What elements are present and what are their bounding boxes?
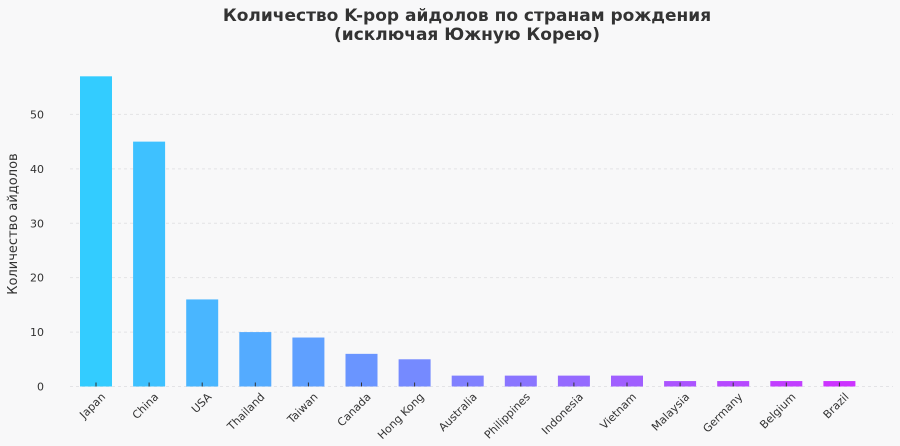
x-axis-ticks: Japan China USA Thailand Taiwan Canada Hong Ko… xyxy=(77,382,852,442)
x-tick-label-thailand: Thailand xyxy=(224,390,267,433)
x-tick-label-malaysia: Malaysia xyxy=(649,390,692,433)
bar-japan xyxy=(80,76,112,387)
x-tick-label-philippines: Philippines xyxy=(482,390,533,441)
x-tick-label-hong-kong: Hong Kong xyxy=(375,390,426,441)
grid-lines xyxy=(70,113,893,387)
y-tick-label-0: 0 xyxy=(37,381,44,394)
bar-hong-kong xyxy=(398,359,431,387)
bar-china xyxy=(133,141,166,387)
bar-philippines xyxy=(504,375,537,387)
chart-title-line-2: (исключая Южную Корею) xyxy=(334,25,600,45)
x-tick-label-indonesia: Indonesia xyxy=(539,390,586,437)
y-tick-label-10: 10 xyxy=(30,326,44,339)
chart-title-line-1: Количество K-pop айдолов по странам рожд… xyxy=(223,6,711,26)
bar-canada xyxy=(345,353,378,387)
y-tick-label-30: 30 xyxy=(30,217,44,230)
bar-thailand xyxy=(239,332,272,387)
x-tick-label-australia: Australia xyxy=(436,390,480,434)
bars xyxy=(80,76,856,387)
y-tick-label-20: 20 xyxy=(30,272,44,285)
y-tick-label-50: 50 xyxy=(30,108,44,121)
bar-taiwan xyxy=(292,337,325,387)
x-tick-label-germany: Germany xyxy=(700,390,745,435)
bar-vietnam xyxy=(611,375,643,387)
x-tick-label-taiwan: Taiwan xyxy=(284,390,320,426)
bar-indonesia xyxy=(557,375,590,387)
y-tick-label-40: 40 xyxy=(30,163,44,176)
x-tick-label-vietnam: Vietnam xyxy=(598,390,640,432)
chart-title: Количество K-pop айдолов по странам рожд… xyxy=(223,6,711,45)
x-tick-label-usa: USA xyxy=(189,390,215,416)
x-tick-label-japan: Japan xyxy=(77,390,109,422)
x-tick-label-belgium: Belgium xyxy=(757,390,798,431)
bar-usa xyxy=(186,299,219,387)
y-axis-label: Количество айдолов xyxy=(6,153,21,294)
x-tick-label-china: China xyxy=(130,390,161,421)
x-tick-label-canada: Canada xyxy=(335,390,374,429)
bar-australia xyxy=(451,375,484,387)
y-axis-ticks: 0 10 20 30 40 50 xyxy=(30,108,44,393)
x-tick-label-brazil: Brazil xyxy=(821,390,852,421)
